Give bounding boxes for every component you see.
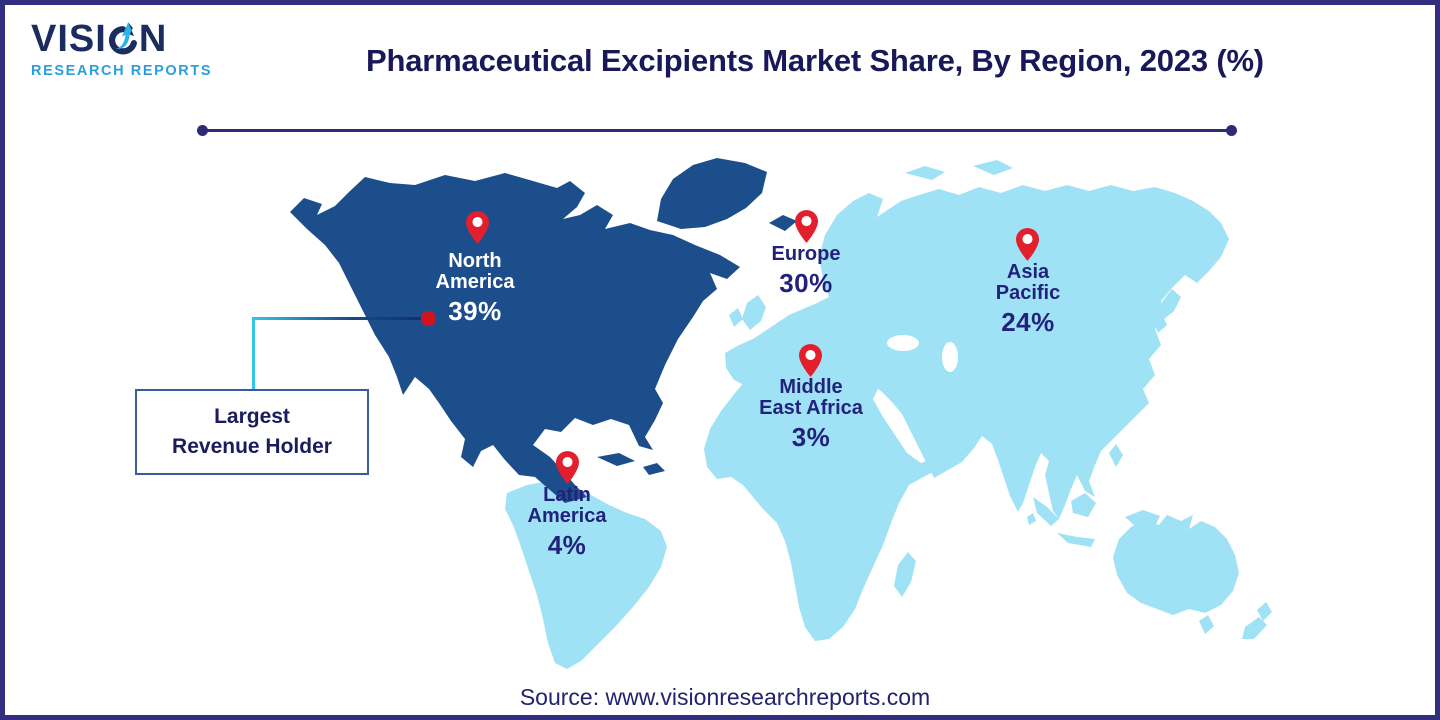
divider-end-dot bbox=[1226, 125, 1237, 136]
japan-landmass bbox=[1162, 289, 1181, 319]
region-name: Pacific bbox=[995, 282, 1061, 304]
south-america-landmass bbox=[505, 481, 667, 669]
source-link[interactable]: Source: www.visionresearchreports.com bbox=[519, 684, 931, 710]
arctic-island bbox=[905, 166, 945, 180]
north-america-pin-icon bbox=[466, 211, 489, 244]
europe-pin-icon bbox=[795, 210, 818, 243]
black-sea bbox=[887, 335, 919, 351]
borneo-landmass bbox=[1071, 493, 1096, 517]
region-share-value: 30% bbox=[779, 268, 833, 298]
iceland-landmass bbox=[769, 215, 797, 231]
region-name: East Africa bbox=[759, 397, 863, 419]
region-name: North bbox=[448, 250, 502, 272]
region-name: America bbox=[527, 505, 607, 527]
australia-landmass bbox=[1113, 515, 1239, 615]
region-name: Latin bbox=[543, 484, 591, 506]
cuba-landmass bbox=[597, 453, 635, 466]
greenland-landmass bbox=[657, 158, 767, 229]
logo-swoosh-o-icon bbox=[108, 22, 137, 55]
new-zealand-south bbox=[1242, 617, 1267, 639]
japan-south-island bbox=[1154, 316, 1167, 333]
region-name: Europe bbox=[771, 243, 841, 265]
region-share-value: 39% bbox=[448, 296, 502, 326]
region-label-europe: Europe 30% bbox=[731, 244, 881, 297]
callout-anchor-dot bbox=[421, 311, 436, 326]
new-guinea-landmass bbox=[1125, 510, 1160, 528]
region-name: America bbox=[435, 271, 515, 293]
callout-line: Largest bbox=[214, 404, 290, 428]
logo-wordmark: VISI N bbox=[31, 19, 231, 59]
hispaniola-landmass bbox=[643, 463, 665, 475]
java-landmass bbox=[1057, 533, 1095, 547]
madagascar-landmass bbox=[894, 552, 916, 597]
world-map bbox=[290, 158, 1272, 669]
page-title: Pharmaceutical Excipients Market Share, … bbox=[366, 43, 1264, 78]
asia-pacific-pin-icon bbox=[1016, 228, 1039, 261]
callout-line: Revenue Holder bbox=[172, 435, 332, 458]
divider-end-dot bbox=[197, 125, 208, 136]
region-label-asia-pacific: Asia Pacific 24% bbox=[953, 262, 1103, 336]
sri-lanka-landmass bbox=[1027, 513, 1036, 525]
region-share-value: 24% bbox=[1001, 307, 1055, 337]
eurasia-landmass bbox=[725, 185, 1229, 519]
sumatra-landmass bbox=[1033, 497, 1059, 526]
arctic-island bbox=[973, 160, 1013, 175]
callout-connector-vertical bbox=[252, 317, 255, 390]
logo-text-post: N bbox=[138, 18, 168, 60]
title-divider-line bbox=[197, 125, 1237, 136]
callout-connector-horizontal bbox=[253, 317, 429, 320]
uk-landmass bbox=[742, 295, 766, 330]
largest-revenue-holder-callout: Largest Revenue Holder bbox=[135, 389, 369, 475]
tasmania-landmass bbox=[1199, 615, 1214, 634]
region-share-value: 3% bbox=[791, 422, 831, 452]
middle-east-africa-pin-icon bbox=[799, 344, 822, 377]
region-label-north-america: North America 39% bbox=[400, 251, 550, 325]
region-label-middle-east-africa: Middle East Africa 3% bbox=[721, 377, 901, 451]
logo-subtitle: RESEARCH REPORTS bbox=[31, 63, 213, 79]
ireland-landmass bbox=[729, 308, 743, 327]
africa-landmass bbox=[704, 368, 949, 641]
latin-america-pin-icon bbox=[556, 451, 579, 484]
philippines-landmass bbox=[1109, 444, 1123, 467]
region-label-latin-america: Latin America 4% bbox=[492, 485, 642, 559]
north-america-landmass bbox=[290, 173, 740, 503]
caspian-sea bbox=[942, 342, 958, 372]
vision-research-reports-logo: VISI N RESEARCH REPORTS bbox=[31, 19, 231, 79]
new-zealand-north bbox=[1257, 602, 1272, 621]
region-share-value: 4% bbox=[547, 530, 587, 560]
region-name: Middle bbox=[779, 376, 843, 398]
logo-text-pre: VISI bbox=[31, 18, 107, 60]
region-name: Asia bbox=[1006, 261, 1050, 283]
